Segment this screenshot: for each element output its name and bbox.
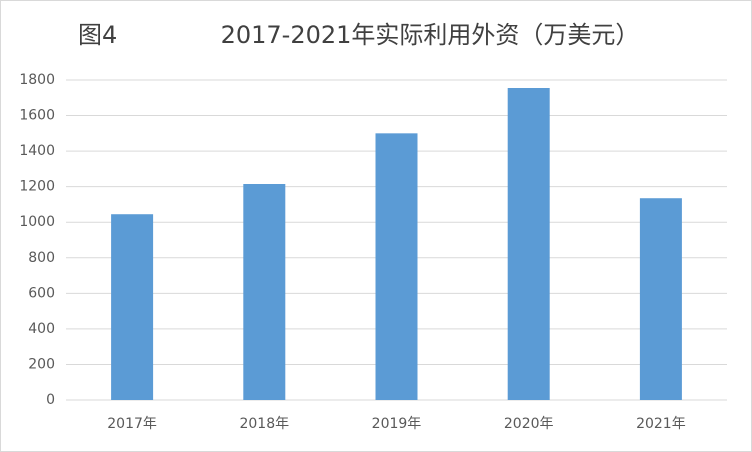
y-tick-label: 1600 [19, 108, 55, 124]
x-tick-label: 2017年 [107, 416, 157, 432]
bar [111, 214, 154, 400]
bar [243, 184, 286, 400]
figure-label: 图4 [78, 21, 117, 49]
y-tick-label: 200 [28, 356, 55, 372]
chart-title: 2017-2021年实际利用外资（万美元） [221, 21, 640, 49]
x-tick-label: 2019年 [372, 416, 422, 432]
x-tick-label: 2018年 [239, 416, 289, 432]
bar [507, 88, 550, 400]
y-tick-label: 800 [28, 250, 55, 266]
y-tick-label: 1800 [19, 72, 55, 88]
y-tick-label: 1000 [19, 214, 55, 230]
y-tick-label: 600 [28, 285, 55, 301]
y-tick-label: 0 [46, 392, 55, 408]
bar [375, 133, 418, 401]
y-tick-label: 1400 [19, 143, 55, 159]
y-tick-label: 400 [28, 321, 55, 337]
bar [639, 198, 682, 400]
x-tick-label: 2020年 [504, 416, 554, 432]
x-tick-label: 2021年 [636, 416, 686, 432]
y-tick-label: 1200 [19, 179, 55, 195]
